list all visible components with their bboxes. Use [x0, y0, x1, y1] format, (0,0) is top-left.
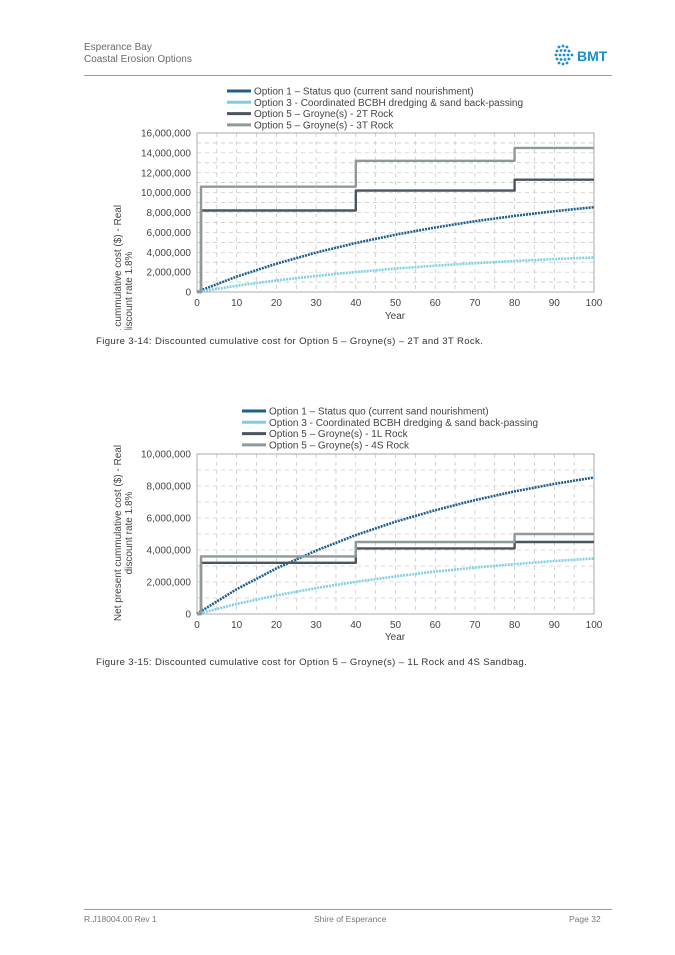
x-tick-label: 20	[271, 620, 283, 631]
x-tick-label: 20	[271, 298, 283, 309]
x-tick-label: 30	[311, 620, 323, 631]
footer-report-id: R.J18004.00 Rev 1	[84, 914, 157, 924]
chart-2-svg: Net present cummulative cost ($) - Real …	[113, 407, 603, 644]
y-tick-label: 8,000,000	[147, 208, 192, 219]
x-tick-label: 90	[549, 620, 561, 631]
x-tick-label: 70	[469, 298, 481, 309]
y-tick-label: 0	[185, 288, 191, 299]
x-tick-label: 50	[390, 620, 402, 631]
legend-label-2: Option 3 - Coordinated BCBH dredging & s…	[269, 418, 538, 429]
series-line-3	[197, 178, 594, 294]
x-tick-label: 0	[194, 298, 200, 309]
chart-1: Net present cummulative cost ($) - Real …	[0, 80, 675, 331]
y-tick-label: 2,000,000	[147, 578, 192, 589]
y-axis-label-line2: discount rate 1.8%	[124, 251, 135, 330]
x-tick-label: 60	[430, 298, 442, 309]
x-tick-label: 40	[350, 298, 362, 309]
series-line-4	[197, 532, 594, 616]
y-tick-label: 10,000,000	[141, 450, 191, 461]
chart-2: Net present cummulative cost ($) - Real …	[0, 400, 675, 650]
x-tick-label: 80	[509, 620, 521, 631]
x-tick-label: 90	[549, 298, 561, 309]
figure-caption-1: Figure 3-14: Discounted cumulative cost …	[96, 336, 484, 347]
footer-client: Shire of Esperance	[314, 914, 387, 924]
logo-text: BMT	[577, 48, 608, 64]
x-tick-label: 100	[586, 298, 603, 309]
y-tick-label: 10,000,000	[141, 188, 191, 199]
y-tick-label: 6,000,000	[147, 228, 192, 239]
series-line-4	[197, 146, 594, 294]
y-tick-label: 16,000,000	[141, 129, 191, 140]
x-tick-label: 60	[430, 620, 442, 631]
x-tick-label: 100	[586, 620, 603, 631]
series-line-1	[196, 476, 595, 616]
legend-label-3: Option 5 – Groyne(s) - 1L Rock	[269, 429, 409, 440]
y-tick-label: 6,000,000	[147, 514, 192, 525]
header-title: Esperance Bay	[84, 42, 152, 53]
y-tick-label: 4,000,000	[147, 248, 192, 259]
legend-label-4: Option 5 – Groyne(s) - 4S Rock	[269, 440, 410, 451]
x-tick-label: 0	[194, 620, 200, 631]
bmt-logo: BMT	[554, 44, 608, 66]
header-subtitle: Coastal Erosion Options	[84, 54, 192, 65]
y-axis-label-line1: Net present cummulative cost ($) - Real	[113, 445, 124, 621]
x-tick-label: 30	[311, 298, 323, 309]
footer-divider	[84, 909, 612, 910]
series-line-1	[196, 205, 595, 294]
legend-label-1: Option 1 – Status quo (current sand nour…	[269, 407, 489, 418]
y-tick-label: 2,000,000	[147, 268, 192, 279]
legend-label-1: Option 1 – Status quo (current sand nour…	[254, 87, 474, 98]
x-tick-label: 40	[350, 620, 362, 631]
page-header: Esperance Bay Coastal Erosion Options	[84, 42, 192, 66]
y-tick-label: 12,000,000	[141, 168, 191, 179]
x-axis-label: Year	[385, 632, 406, 643]
legend-label-2: Option 3 - Coordinated BCBH dredging & s…	[254, 98, 523, 109]
legend-label-4: Option 5 – Groyne(s) - 3T Rock	[254, 120, 394, 131]
x-tick-label: 70	[469, 620, 481, 631]
y-tick-label: 4,000,000	[147, 546, 192, 557]
series-line-2	[196, 557, 595, 616]
legend-label-3: Option 5 – Groyne(s) - 2T Rock	[254, 109, 394, 120]
y-tick-label: 8,000,000	[147, 482, 192, 493]
x-axis-label: Year	[385, 311, 406, 322]
y-tick-label: 14,000,000	[141, 148, 191, 159]
x-tick-label: 50	[390, 298, 402, 309]
x-tick-label: 10	[231, 298, 243, 309]
footer-page-number: Page 32	[569, 914, 601, 924]
series-line-2	[196, 256, 595, 294]
y-tick-label: 0	[185, 610, 191, 621]
y-axis-label-line1: Net present cummulative cost ($) - Real	[113, 205, 124, 330]
y-axis-label-line2: discount rate 1.8%	[124, 491, 135, 574]
header-divider	[84, 75, 612, 76]
logo-mark-icon	[554, 44, 574, 66]
figure-caption-2: Figure 3-15: Discounted cumulative cost …	[96, 657, 528, 668]
x-tick-label: 10	[231, 620, 243, 631]
x-tick-label: 80	[509, 298, 521, 309]
plot-frame	[196, 132, 595, 293]
chart-1-svg: Net present cummulative cost ($) - Real …	[113, 87, 603, 331]
